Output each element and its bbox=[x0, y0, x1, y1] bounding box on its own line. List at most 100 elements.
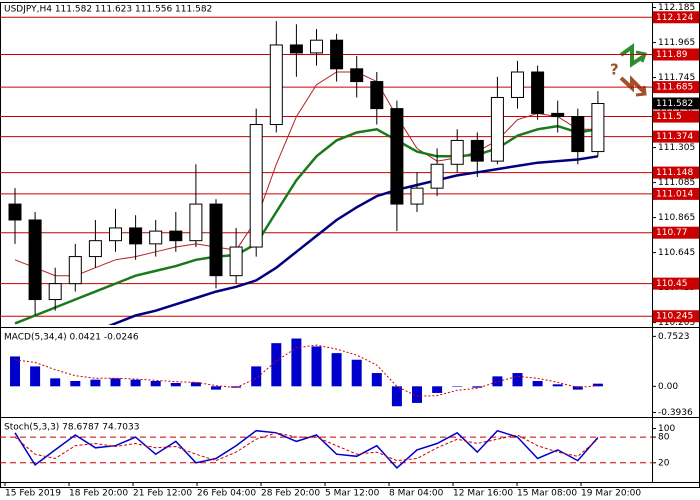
candle-body bbox=[531, 71, 545, 114]
candle-body bbox=[310, 39, 323, 54]
x-tick-label: 15 Feb 2019 bbox=[5, 489, 61, 499]
candle-body bbox=[430, 163, 444, 189]
level-label: 111.014 bbox=[656, 189, 693, 199]
macd-bar bbox=[331, 353, 342, 387]
macd-bar bbox=[492, 376, 503, 387]
up-arrow bbox=[619, 43, 646, 68]
candle-body bbox=[68, 256, 82, 285]
candle-body bbox=[209, 203, 223, 277]
macd-bar bbox=[150, 381, 161, 387]
candle-body bbox=[28, 219, 42, 301]
candle-body bbox=[88, 240, 102, 258]
macd-bar bbox=[351, 359, 362, 387]
stoch-title: Stoch(5,3,3) 78.6787 74.7033 bbox=[4, 423, 139, 433]
up-arrowhead bbox=[635, 50, 648, 63]
macd-bar bbox=[371, 373, 382, 387]
price-panel bbox=[0, 16, 652, 325]
candle-body bbox=[169, 230, 183, 242]
level-label: 111.89 bbox=[656, 50, 688, 60]
y-tick-label: 110.645 bbox=[658, 248, 695, 258]
down-arrowhead bbox=[635, 85, 647, 97]
macd-bar bbox=[130, 379, 141, 387]
candle-body bbox=[8, 203, 22, 221]
y-tick-label: 80 bbox=[658, 433, 670, 443]
y-tick-label: -0.3936 bbox=[658, 408, 693, 418]
y-tick-label: 20 bbox=[658, 458, 670, 468]
stoch-line bbox=[14, 432, 599, 462]
current-price-label: 111.582 bbox=[656, 99, 693, 109]
level-label-box bbox=[653, 277, 699, 290]
candle-body bbox=[350, 68, 364, 83]
y-tick-label: 111.965 bbox=[658, 38, 695, 48]
level-label-box bbox=[653, 166, 699, 179]
annotation: ? bbox=[610, 61, 619, 79]
candle-body bbox=[571, 116, 585, 153]
macd-bar bbox=[532, 381, 543, 387]
macd-bar bbox=[30, 366, 41, 387]
macd-bar bbox=[552, 384, 563, 387]
macd-title: MACD(5,34,4) 0.0421 -0.0246 bbox=[4, 333, 139, 343]
candle-body bbox=[490, 96, 504, 162]
macd-panel bbox=[10, 338, 603, 407]
macd-bar bbox=[70, 381, 81, 387]
y-tick-label: 111.305 bbox=[658, 143, 695, 153]
candle-body bbox=[149, 230, 163, 245]
level-label-box bbox=[653, 310, 699, 323]
macd-bar bbox=[251, 366, 262, 387]
macd-bar bbox=[412, 386, 422, 403]
level-label-box bbox=[653, 11, 699, 24]
level-label: 111.685 bbox=[656, 83, 693, 93]
y-tick-label: 0.7523 bbox=[658, 332, 690, 342]
candle-body bbox=[109, 227, 122, 242]
candle-body bbox=[450, 139, 464, 165]
x-tick-label: 12 Mar 16:00 bbox=[453, 489, 513, 499]
x-tick-label: 19 Mar 20:00 bbox=[581, 489, 641, 499]
y-tick-label: 111.745 bbox=[658, 73, 695, 83]
current-price-box bbox=[653, 97, 699, 110]
y-tick-label: 111.085 bbox=[658, 178, 695, 188]
candle-body bbox=[48, 283, 62, 301]
macd-bar bbox=[592, 383, 603, 387]
candle-body bbox=[249, 124, 263, 248]
candle-body bbox=[229, 246, 243, 277]
macd-bar bbox=[452, 386, 463, 387]
chart-title: USDJPY,H4 111.582 111.623 111.556 111.58… bbox=[4, 5, 212, 15]
level-label-box bbox=[653, 226, 699, 239]
macd-bar bbox=[432, 386, 443, 393]
x-tick-label: 18 Feb 20:00 bbox=[69, 489, 128, 499]
candle-body bbox=[370, 81, 384, 110]
y-tick-label: 110.205 bbox=[658, 318, 695, 328]
level-label: 111.374 bbox=[656, 132, 693, 142]
y-tick-label: 100 bbox=[658, 424, 675, 434]
x-tick-label: 26 Feb 04:00 bbox=[197, 489, 256, 499]
x-tick-label: 15 Mar 08:00 bbox=[517, 489, 577, 499]
macd-bar bbox=[291, 338, 302, 387]
candle-body bbox=[269, 44, 283, 126]
level-label: 110.45 bbox=[656, 279, 688, 289]
level-label: 110.245 bbox=[656, 312, 693, 322]
candle-body bbox=[330, 39, 344, 70]
macd-bar bbox=[472, 386, 483, 388]
x-tick-label: 21 Feb 12:00 bbox=[133, 489, 192, 499]
level-label-box bbox=[653, 48, 699, 61]
candle-body bbox=[189, 203, 203, 242]
candle-body bbox=[511, 71, 524, 98]
macd-bar bbox=[170, 382, 181, 387]
macd-bar bbox=[391, 386, 402, 407]
macd-bar bbox=[90, 379, 101, 387]
forecast-arrows: ? bbox=[610, 43, 648, 97]
candle-body bbox=[289, 44, 303, 54]
candle-body bbox=[410, 187, 424, 205]
x-tick-label: 28 Feb 20:00 bbox=[261, 489, 320, 499]
macd-bar bbox=[231, 386, 242, 388]
level-label: 111.148 bbox=[656, 168, 693, 178]
macd-bar bbox=[211, 386, 221, 390]
moving-average bbox=[108, 155, 599, 325]
moving-average bbox=[14, 124, 599, 325]
macd-bar bbox=[50, 378, 61, 387]
candle-body bbox=[591, 103, 605, 153]
macd-bar bbox=[10, 356, 20, 387]
y-tick-label: 112.185 bbox=[658, 3, 695, 13]
x-tick-label: 5 Mar 12:00 bbox=[325, 489, 380, 499]
